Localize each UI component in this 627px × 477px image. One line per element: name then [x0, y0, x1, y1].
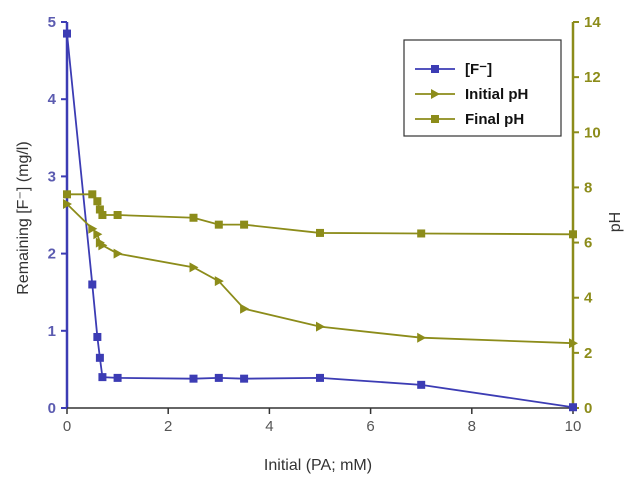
data-point	[63, 190, 71, 199]
data-point	[240, 374, 249, 383]
data-point	[113, 248, 123, 259]
x-tick-label: 2	[164, 418, 172, 435]
legend-label: Initial pH	[465, 86, 528, 103]
x-tick-label: 0	[63, 418, 71, 435]
y-left-tick-label: 2	[48, 246, 56, 263]
data-point	[316, 321, 325, 332]
data-point	[98, 240, 108, 251]
y-right-tick-label: 2	[584, 345, 592, 362]
y-right-tick-label: 12	[584, 69, 601, 86]
data-point	[569, 403, 577, 412]
legend-marker	[431, 65, 439, 73]
y-left-tick-label: 1	[48, 323, 56, 340]
data-point	[88, 223, 98, 234]
series-line	[67, 193, 574, 236]
data-point	[95, 353, 104, 362]
y-right-tick-label: 10	[584, 124, 601, 141]
legend-marker	[431, 115, 439, 123]
legend: [F⁻] Initial pH Final pH	[403, 39, 562, 137]
data-point	[93, 229, 103, 240]
x-tick-label: 8	[468, 418, 476, 435]
legend-label: [F⁻]	[465, 61, 492, 78]
data-point	[189, 374, 198, 383]
y-right-tick-label: 14	[584, 14, 601, 31]
data-point	[214, 276, 224, 287]
data-point	[93, 332, 102, 341]
x-tick-label: 10	[565, 418, 582, 435]
legend-label: Final pH	[465, 111, 524, 128]
series-initial-ph	[63, 198, 578, 349]
data-point	[316, 373, 324, 382]
data-point	[569, 338, 578, 349]
data-point	[63, 29, 71, 38]
y-left-tick-label: 0	[48, 400, 56, 417]
x-tick-label: 4	[265, 418, 273, 435]
data-point	[63, 198, 72, 209]
data-point	[113, 211, 122, 219]
y-left-tick-label: 5	[48, 14, 56, 31]
legend-box	[403, 39, 562, 137]
data-point	[417, 332, 427, 343]
data-point	[316, 228, 324, 237]
y-right-tick-label: 0	[584, 400, 592, 417]
data-point	[214, 373, 223, 382]
data-point	[189, 213, 198, 222]
data-point	[214, 220, 223, 229]
data-point	[240, 303, 250, 314]
y-right-tick-label: 8	[584, 179, 592, 196]
data-point	[417, 229, 426, 238]
y-axis-right-title: pH	[607, 212, 624, 232]
series-line	[66, 203, 574, 345]
data-point	[189, 262, 199, 273]
series-line	[66, 33, 574, 409]
series-f	[63, 29, 577, 412]
series-layer	[63, 29, 578, 412]
y-right-tick-label: 6	[584, 235, 592, 252]
data-point	[88, 280, 97, 289]
data-point	[240, 220, 249, 229]
series-final-ph	[63, 190, 577, 239]
data-point	[98, 211, 107, 219]
y-right-tick-label: 4	[584, 290, 593, 307]
data-point	[417, 380, 426, 389]
y-axis-left-title: Remaining [F⁻] (mg/l)	[15, 141, 32, 294]
legend-marker	[431, 89, 440, 99]
x-axis-title: Initial (PA; mM)	[264, 457, 372, 474]
data-point	[93, 197, 102, 206]
y-left-tick-label: 4	[48, 91, 57, 108]
y-left-tick-label: 3	[48, 168, 56, 185]
data-point	[569, 230, 577, 239]
x-tick-label: 6	[366, 418, 374, 435]
data-point	[98, 373, 107, 382]
data-point	[88, 190, 97, 199]
data-point	[95, 205, 104, 214]
data-point	[113, 373, 122, 382]
